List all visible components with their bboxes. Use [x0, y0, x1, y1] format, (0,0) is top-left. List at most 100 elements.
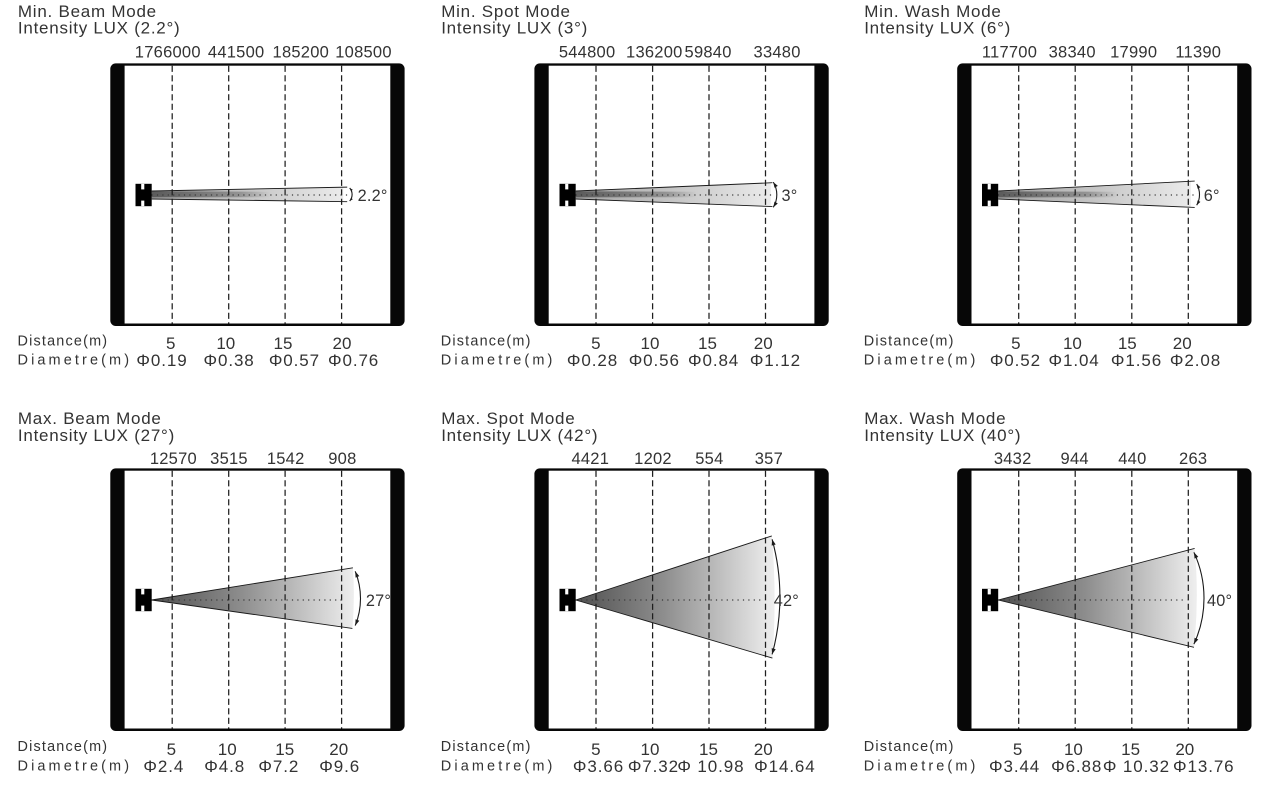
svg-text:Φ2.4: Φ2.4 — [143, 757, 184, 776]
svg-text:Diametre(m): Diametre(m) — [441, 353, 556, 369]
svg-text:59840: 59840 — [685, 44, 732, 62]
svg-text:10: 10 — [641, 740, 660, 759]
svg-text:Min. Spot Mode: Min. Spot Mode — [441, 2, 571, 21]
svg-text:Φ0.28: Φ0.28 — [567, 351, 618, 370]
svg-text:Φ 10.32: Φ 10.32 — [1103, 757, 1170, 776]
svg-text:5: 5 — [1011, 334, 1020, 353]
svg-text:20: 20 — [754, 334, 773, 353]
svg-text:Φ4.8: Φ4.8 — [204, 757, 245, 776]
svg-text:Φ 10.98: Φ 10.98 — [677, 757, 744, 776]
svg-text:1766000: 1766000 — [135, 44, 201, 62]
svg-text:Φ13.76: Φ13.76 — [1173, 757, 1235, 776]
svg-text:Min. Beam Mode: Min. Beam Mode — [18, 2, 157, 21]
svg-text:5: 5 — [591, 740, 600, 759]
svg-text:Φ1.12: Φ1.12 — [750, 351, 801, 370]
svg-text:Intensity LUX (6°): Intensity LUX (6°) — [864, 19, 1011, 38]
svg-text:Diametre(m): Diametre(m) — [441, 758, 556, 774]
svg-text:15: 15 — [699, 740, 718, 759]
svg-text:6°: 6° — [1204, 187, 1220, 205]
svg-text:3°: 3° — [782, 187, 798, 205]
svg-text:1202: 1202 — [634, 450, 672, 468]
svg-text:Φ0.52: Φ0.52 — [990, 351, 1041, 370]
svg-text:Diametre(m): Diametre(m) — [18, 353, 133, 369]
svg-text:440: 440 — [1118, 450, 1146, 468]
svg-text:10: 10 — [216, 334, 235, 353]
svg-text:20: 20 — [1175, 740, 1194, 759]
svg-text:Diametre(m): Diametre(m) — [864, 353, 979, 369]
svg-text:15: 15 — [275, 740, 294, 759]
svg-text:Distance(m): Distance(m) — [441, 333, 532, 349]
svg-text:117700: 117700 — [982, 44, 1037, 62]
svg-text:20: 20 — [333, 334, 352, 353]
svg-text:2.2°: 2.2° — [358, 187, 388, 205]
svg-text:Φ0.38: Φ0.38 — [204, 351, 255, 370]
svg-text:Φ7.2: Φ7.2 — [258, 757, 299, 776]
svg-text:544800: 544800 — [559, 44, 616, 62]
svg-text:Φ9.6: Φ9.6 — [319, 757, 360, 776]
svg-text:Distance(m): Distance(m) — [18, 739, 109, 755]
svg-text:108500: 108500 — [335, 44, 392, 62]
svg-text:Max. Spot Mode: Max. Spot Mode — [441, 409, 575, 428]
svg-text:20: 20 — [754, 740, 773, 759]
svg-text:3515: 3515 — [210, 450, 248, 468]
svg-text:Min. Wash Mode: Min. Wash Mode — [864, 2, 1001, 21]
svg-text:33480: 33480 — [754, 44, 801, 62]
svg-text:Φ0.56: Φ0.56 — [629, 351, 680, 370]
svg-text:Φ0.84: Φ0.84 — [688, 351, 739, 370]
svg-text:Diametre(m): Diametre(m) — [18, 758, 133, 774]
svg-text:136200: 136200 — [626, 44, 683, 62]
svg-text:5: 5 — [1013, 740, 1022, 759]
svg-text:Distance(m): Distance(m) — [18, 333, 109, 349]
svg-text:15: 15 — [698, 334, 717, 353]
svg-text:Φ0.19: Φ0.19 — [136, 351, 187, 370]
svg-text:20: 20 — [329, 740, 348, 759]
svg-text:357: 357 — [755, 450, 783, 468]
svg-text:Intensity LUX (27°): Intensity LUX (27°) — [18, 426, 175, 445]
svg-text:15: 15 — [274, 334, 293, 353]
svg-text:5: 5 — [166, 334, 175, 353]
svg-text:Φ7.32: Φ7.32 — [628, 757, 679, 776]
svg-text:554: 554 — [695, 450, 723, 468]
svg-text:Distance(m): Distance(m) — [864, 739, 955, 755]
svg-text:Φ0.57: Φ0.57 — [269, 351, 320, 370]
svg-text:Φ2.08: Φ2.08 — [1170, 351, 1221, 370]
svg-text:Intensity LUX (2.2°): Intensity LUX (2.2°) — [18, 19, 181, 38]
svg-text:10: 10 — [1064, 740, 1083, 759]
svg-text:10: 10 — [1063, 334, 1082, 353]
svg-text:Intensity LUX (40°): Intensity LUX (40°) — [864, 426, 1021, 445]
svg-text:441500: 441500 — [208, 44, 265, 62]
svg-text:Φ14.64: Φ14.64 — [754, 757, 816, 776]
svg-text:1542: 1542 — [267, 450, 305, 468]
svg-text:40°: 40° — [1207, 592, 1232, 610]
svg-text:Φ6.88: Φ6.88 — [1051, 757, 1102, 776]
svg-text:20: 20 — [1173, 334, 1192, 353]
svg-text:15: 15 — [1118, 334, 1137, 353]
svg-text:12570: 12570 — [150, 450, 197, 468]
svg-text:Distance(m): Distance(m) — [441, 739, 532, 755]
svg-text:Max. Beam Mode: Max. Beam Mode — [18, 409, 162, 428]
svg-text:944: 944 — [1061, 450, 1089, 468]
svg-text:15: 15 — [1121, 740, 1140, 759]
svg-text:Intensity LUX (42°): Intensity LUX (42°) — [441, 426, 598, 445]
svg-text:5: 5 — [167, 740, 176, 759]
svg-text:Φ1.04: Φ1.04 — [1049, 351, 1100, 370]
svg-text:185200: 185200 — [273, 44, 330, 62]
svg-text:Φ3.44: Φ3.44 — [989, 757, 1040, 776]
svg-text:5: 5 — [591, 334, 600, 353]
svg-text:4421: 4421 — [571, 450, 609, 468]
svg-text:Diametre(m): Diametre(m) — [864, 758, 979, 774]
svg-text:3432: 3432 — [994, 450, 1032, 468]
svg-text:38340: 38340 — [1049, 44, 1096, 62]
svg-text:908: 908 — [328, 450, 356, 468]
svg-text:Φ3.66: Φ3.66 — [573, 757, 624, 776]
svg-text:263: 263 — [1179, 450, 1207, 468]
svg-text:10: 10 — [641, 334, 660, 353]
svg-text:Distance(m): Distance(m) — [864, 333, 955, 349]
svg-text:Φ0.76: Φ0.76 — [328, 351, 379, 370]
svg-text:11390: 11390 — [1175, 44, 1221, 62]
svg-text:Max. Wash Mode: Max. Wash Mode — [864, 409, 1006, 428]
svg-text:10: 10 — [218, 740, 237, 759]
svg-text:17990: 17990 — [1110, 44, 1157, 62]
svg-text:27°: 27° — [366, 592, 391, 610]
svg-text:42°: 42° — [774, 592, 799, 610]
